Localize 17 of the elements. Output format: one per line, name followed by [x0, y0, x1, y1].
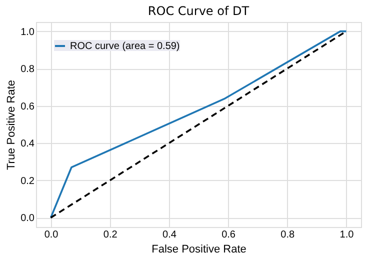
y-tick-label: 1.0: [20, 26, 35, 38]
y-tick-label: 0.8: [20, 64, 35, 76]
chart-title: ROC Curve of DT: [148, 4, 250, 18]
x-tick-label: 0.2: [103, 230, 118, 240]
line-series: [50, 30, 348, 219]
y-tick-label: 0.6: [20, 101, 35, 112]
y-tick-label: 0.2: [20, 176, 35, 187]
x-tick-label: 0.8: [280, 230, 296, 240]
y-tick-label: 0.0: [20, 213, 35, 224]
x-tick-label: 1.0: [340, 230, 354, 240]
x-tick-label: 0.4: [162, 230, 177, 240]
y-tick-label: 0.4: [20, 138, 35, 150]
x-tick-label: 0.6: [222, 230, 236, 240]
x-tick-label: 0.0: [44, 230, 59, 240]
y-axis-title: True Positive Rate: [6, 80, 18, 170]
legend-label: ROC curve (area = 0.59): [70, 41, 180, 52]
x-axis-title: False Positive Rate: [152, 244, 246, 256]
